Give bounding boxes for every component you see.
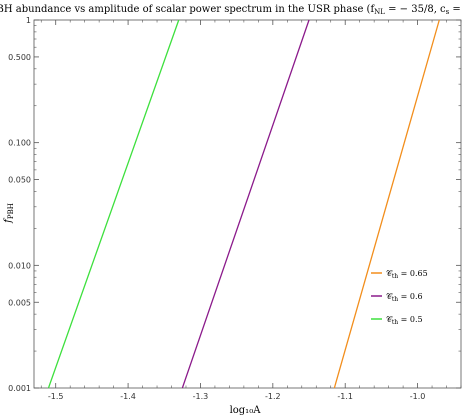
y-axis-title: fPBH — [3, 203, 15, 224]
x-axis-title: log₁₀A — [230, 405, 262, 416]
x-tick-label: -1.2 — [265, 392, 281, 401]
legend-item: 𝒞th = 0.5 — [371, 315, 423, 326]
y-tick-label: 0.005 — [8, 298, 31, 307]
x-tick-label: -1.5 — [48, 392, 64, 401]
y-tick-label: 0.010 — [8, 261, 31, 270]
legend-label: 𝒞th = 0.6 — [386, 292, 423, 303]
y-tick-label: 0.100 — [8, 139, 31, 148]
series-line-1 — [333, 19, 440, 389]
y-tick-label: 0.500 — [8, 53, 31, 62]
x-tick-label: -1.0 — [410, 392, 426, 401]
legend-item: 𝒞th = 0.65 — [371, 269, 428, 280]
x-tick-label: -1.1 — [337, 392, 353, 401]
chart-title: PBH abundance vs amplitude of scalar pow… — [0, 4, 463, 16]
series-line-3 — [47, 19, 180, 389]
legend-item: 𝒞th = 0.6 — [371, 292, 423, 303]
x-tick-label: -1.3 — [193, 392, 209, 401]
legend-label: 𝒞th = 0.5 — [386, 315, 423, 326]
plot-frame — [33, 19, 462, 389]
y-tick-label: 0.050 — [8, 176, 31, 185]
y-tick-label: 0.001 — [8, 384, 31, 393]
series-line-2 — [181, 19, 310, 389]
y-tick-label: 1 — [26, 16, 31, 25]
legend-label: 𝒞th = 0.65 — [386, 269, 428, 280]
x-tick-label: -1.4 — [120, 392, 136, 401]
